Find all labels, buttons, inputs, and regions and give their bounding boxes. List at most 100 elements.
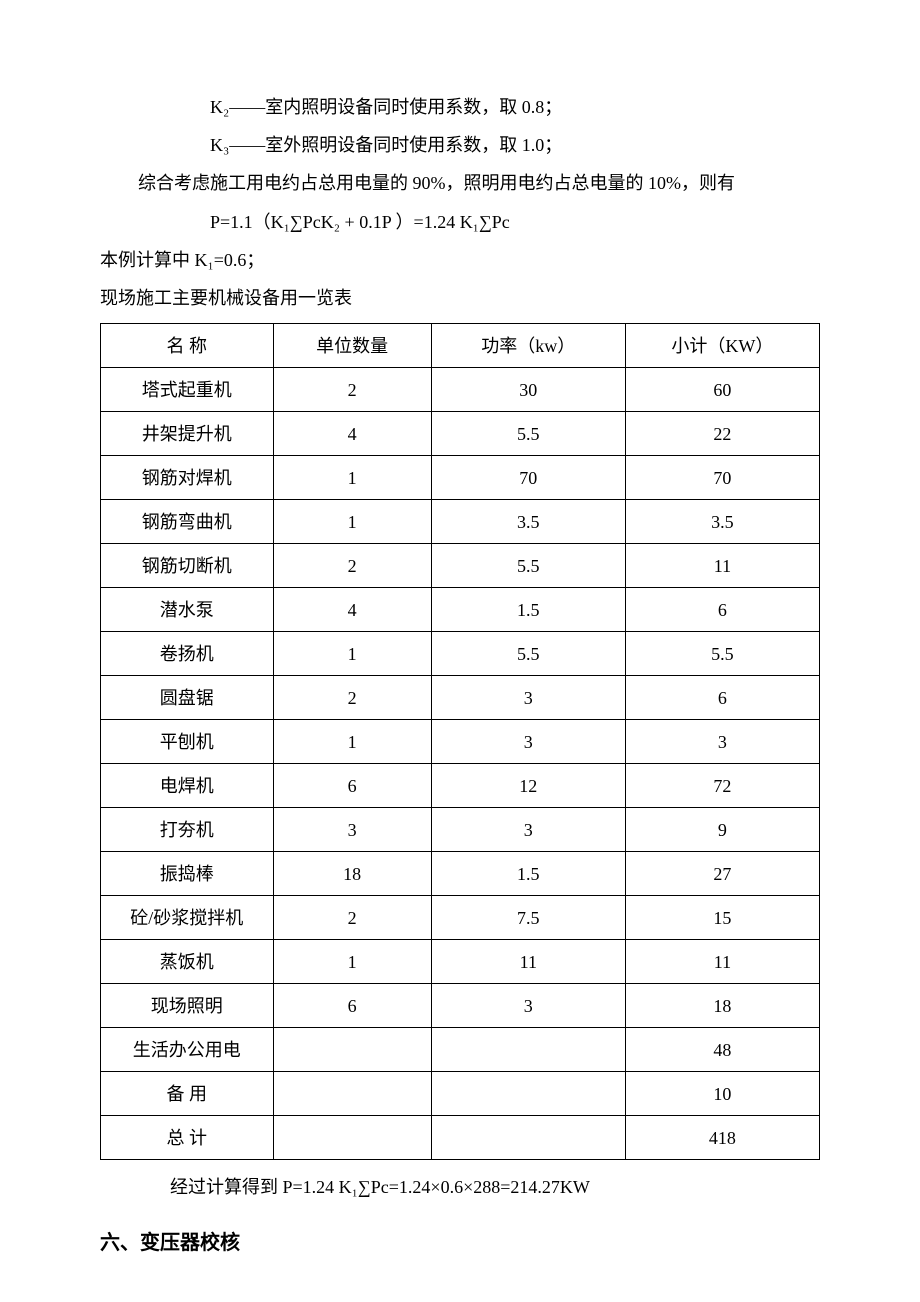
table-cell: 6 bbox=[273, 764, 431, 808]
table-cell: 1.5 bbox=[431, 852, 625, 896]
paragraph-k1: 本例计算中 K₁=0.6； bbox=[100, 243, 820, 277]
table-cell: 6 bbox=[625, 588, 819, 632]
table-cell: 15 bbox=[625, 896, 819, 940]
table-row: 塔式起重机23060 bbox=[101, 368, 820, 412]
table-cell: 打夯机 bbox=[101, 808, 274, 852]
table-cell: 3 bbox=[273, 808, 431, 852]
table-cell bbox=[273, 1116, 431, 1160]
table-cell: 钢筋对焊机 bbox=[101, 456, 274, 500]
paragraph-k2: K₂——室内照明设备同时使用系数，取 0.8； bbox=[100, 90, 820, 124]
table-cell: 5.5 bbox=[431, 412, 625, 456]
table-row: 总 计 418 bbox=[101, 1116, 820, 1160]
table-cell: 7.5 bbox=[431, 896, 625, 940]
table-cell: 1 bbox=[273, 720, 431, 764]
table-cell: 18 bbox=[273, 852, 431, 896]
paragraph-k3: K₃——室外照明设备同时使用系数，取 1.0； bbox=[100, 128, 820, 162]
table-cell: 10 bbox=[625, 1072, 819, 1116]
table-cell: 70 bbox=[431, 456, 625, 500]
table-cell: 70 bbox=[625, 456, 819, 500]
paragraph-formula: P=1.1（K₁∑PcK₂ + 0.1P ）=1.24 K₁∑Pc bbox=[100, 205, 820, 239]
table-cell: 电焊机 bbox=[101, 764, 274, 808]
table-cell: 圆盘锯 bbox=[101, 676, 274, 720]
table-cell: 6 bbox=[273, 984, 431, 1028]
table-cell: 1 bbox=[273, 632, 431, 676]
table-cell: 1.5 bbox=[431, 588, 625, 632]
table-cell: 2 bbox=[273, 368, 431, 412]
table-cell: 钢筋切断机 bbox=[101, 544, 274, 588]
table-cell: 生活办公用电 bbox=[101, 1028, 274, 1072]
table-header-row: 名 称 单位数量 功率（kw） 小计（KW） bbox=[101, 324, 820, 368]
table-cell: 3 bbox=[431, 984, 625, 1028]
table-cell: 4 bbox=[273, 588, 431, 632]
col-header-qty: 单位数量 bbox=[273, 324, 431, 368]
table-cell: 5.5 bbox=[625, 632, 819, 676]
table-cell bbox=[273, 1028, 431, 1072]
table-cell: 418 bbox=[625, 1116, 819, 1160]
calculation-result: 经过计算得到 P=1.24 K₁∑Pc=1.24×0.6×288=214.27K… bbox=[100, 1170, 820, 1204]
table-cell: 5.5 bbox=[431, 544, 625, 588]
table-row: 钢筋切断机25.511 bbox=[101, 544, 820, 588]
table-cell bbox=[431, 1116, 625, 1160]
table-cell: 总 计 bbox=[101, 1116, 274, 1160]
table-cell: 3 bbox=[431, 808, 625, 852]
table-row: 潜水泵41.56 bbox=[101, 588, 820, 632]
table-cell bbox=[431, 1028, 625, 1072]
table-cell: 砼/砂浆搅拌机 bbox=[101, 896, 274, 940]
table-cell: 备 用 bbox=[101, 1072, 274, 1116]
table-cell: 井架提升机 bbox=[101, 412, 274, 456]
table-cell: 平刨机 bbox=[101, 720, 274, 764]
col-header-name: 名 称 bbox=[101, 324, 274, 368]
table-row: 砼/砂浆搅拌机27.515 bbox=[101, 896, 820, 940]
table-cell: 27 bbox=[625, 852, 819, 896]
table-row: 平刨机133 bbox=[101, 720, 820, 764]
table-row: 卷扬机15.55.5 bbox=[101, 632, 820, 676]
table-cell: 现场照明 bbox=[101, 984, 274, 1028]
table-cell: 卷扬机 bbox=[101, 632, 274, 676]
table-row: 振捣棒181.527 bbox=[101, 852, 820, 896]
table-cell: 11 bbox=[625, 940, 819, 984]
table-cell: 11 bbox=[625, 544, 819, 588]
table-cell: 22 bbox=[625, 412, 819, 456]
table-cell: 30 bbox=[431, 368, 625, 412]
table-cell: 3.5 bbox=[431, 500, 625, 544]
section-heading-6: 六、变压器校核 bbox=[100, 1224, 820, 1262]
col-header-subtotal: 小计（KW） bbox=[625, 324, 819, 368]
col-header-power: 功率（kw） bbox=[431, 324, 625, 368]
table-row: 钢筋弯曲机13.53.5 bbox=[101, 500, 820, 544]
table-row: 现场照明6318 bbox=[101, 984, 820, 1028]
table-row: 井架提升机45.522 bbox=[101, 412, 820, 456]
table-cell: 钢筋弯曲机 bbox=[101, 500, 274, 544]
table-row: 生活办公用电 48 bbox=[101, 1028, 820, 1072]
table-cell: 3 bbox=[431, 720, 625, 764]
table-cell: 蒸饭机 bbox=[101, 940, 274, 984]
table-cell: 3 bbox=[431, 676, 625, 720]
table-caption: 现场施工主要机械设备用一览表 bbox=[100, 281, 820, 315]
table-row: 蒸饭机11111 bbox=[101, 940, 820, 984]
table-cell: 1 bbox=[273, 500, 431, 544]
table-row: 电焊机61272 bbox=[101, 764, 820, 808]
table-cell: 2 bbox=[273, 544, 431, 588]
table-row: 钢筋对焊机17070 bbox=[101, 456, 820, 500]
table-cell bbox=[431, 1072, 625, 1116]
table-cell: 18 bbox=[625, 984, 819, 1028]
table-cell: 11 bbox=[431, 940, 625, 984]
table-cell: 6 bbox=[625, 676, 819, 720]
table-cell: 48 bbox=[625, 1028, 819, 1072]
table-row: 圆盘锯236 bbox=[101, 676, 820, 720]
table-cell: 4 bbox=[273, 412, 431, 456]
table-cell: 9 bbox=[625, 808, 819, 852]
table-row: 备 用 10 bbox=[101, 1072, 820, 1116]
paragraph-summary: 综合考虑施工用电约占总用电量的 90%，照明用电约占总电量的 10%，则有 bbox=[100, 166, 820, 200]
table-cell: 12 bbox=[431, 764, 625, 808]
table-cell: 3.5 bbox=[625, 500, 819, 544]
table-cell: 1 bbox=[273, 940, 431, 984]
table-cell: 塔式起重机 bbox=[101, 368, 274, 412]
table-cell: 振捣棒 bbox=[101, 852, 274, 896]
table-cell: 60 bbox=[625, 368, 819, 412]
table-cell bbox=[273, 1072, 431, 1116]
table-cell: 潜水泵 bbox=[101, 588, 274, 632]
table-cell: 1 bbox=[273, 456, 431, 500]
table-body: 塔式起重机23060井架提升机45.522钢筋对焊机17070钢筋弯曲机13.5… bbox=[101, 368, 820, 1160]
table-cell: 72 bbox=[625, 764, 819, 808]
equipment-table: 名 称 单位数量 功率（kw） 小计（KW） 塔式起重机23060井架提升机45… bbox=[100, 323, 820, 1160]
